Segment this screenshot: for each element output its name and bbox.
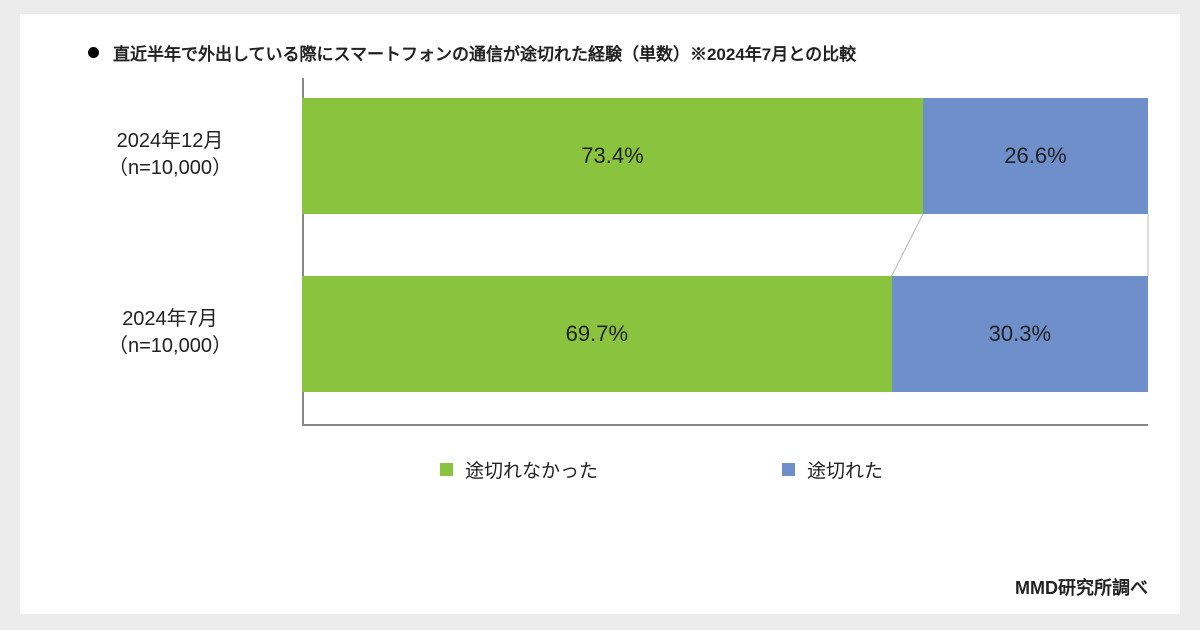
legend-item: 途切れなかった xyxy=(440,456,598,483)
legend-swatch-icon xyxy=(782,463,795,476)
connector-line xyxy=(20,14,1180,614)
legend-item: 途切れた xyxy=(782,456,883,483)
source-credit: MMD研究所調べ xyxy=(1015,574,1148,600)
legend-swatch-icon xyxy=(440,463,453,476)
legend-label: 途切れた xyxy=(807,456,883,483)
chart-sheet: 直近半年で外出している際にスマートフォンの通信が途切れた経験（単数）※2024年… xyxy=(20,14,1180,614)
legend-label: 途切れなかった xyxy=(465,456,598,483)
